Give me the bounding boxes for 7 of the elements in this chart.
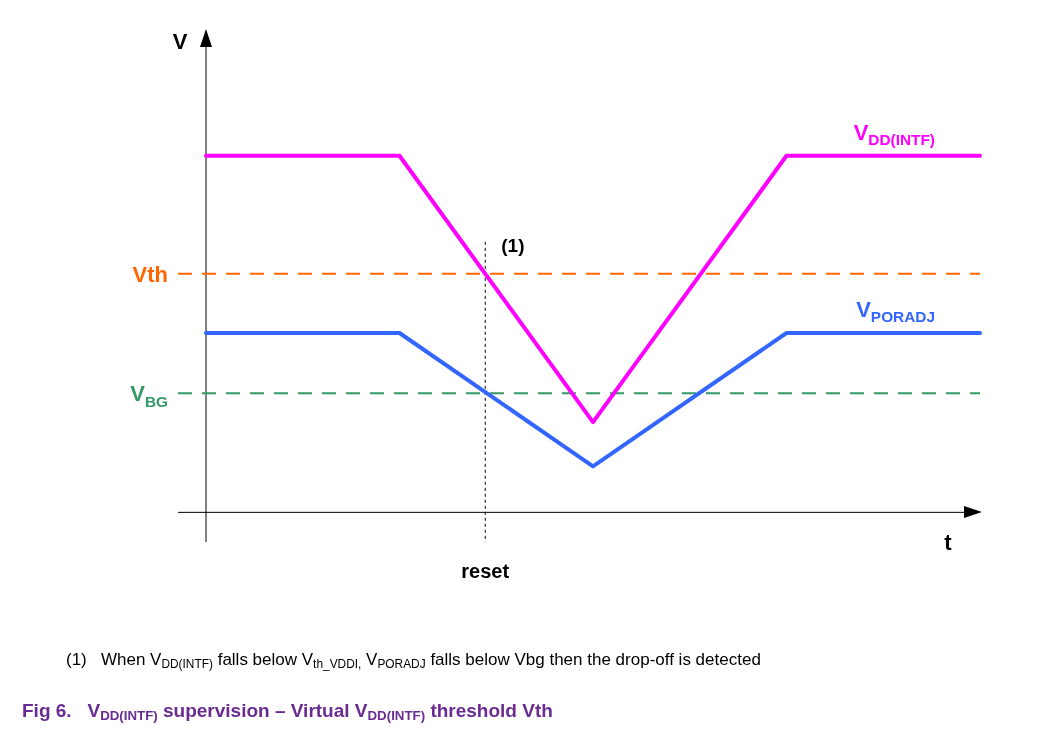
text: Fig 6. V$_{DD(INTF)}$ supervision – Virtual V$_{DD(INTF)}$ threshold Vth bbox=[22, 700, 553, 724]
x-axis-title: t bbox=[944, 530, 953, 556]
ref-line-label: Vth bbox=[132, 261, 169, 287]
text: reset bbox=[461, 560, 510, 583]
annotation: (1) bbox=[501, 234, 525, 256]
text: (1) When V$_{DD(INTF)}$ falls below V$_{th_VDDI,}$ V$_{PORADJ}$ falls below Vbg then the drop-off is detected bbox=[66, 650, 761, 671]
y-axis-title: V bbox=[172, 29, 188, 54]
